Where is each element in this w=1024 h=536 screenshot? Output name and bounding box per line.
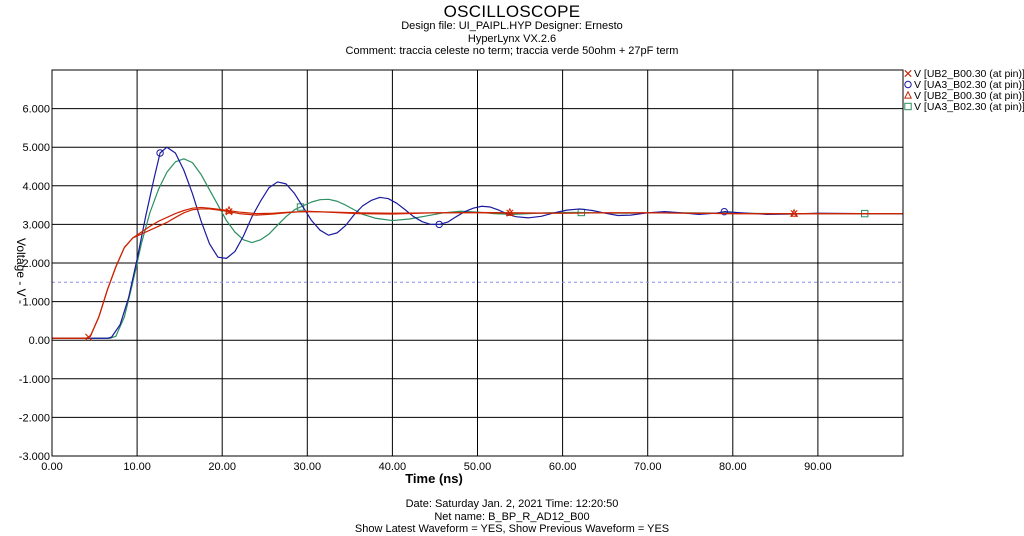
waveform-settings-line: Show Latest Waveform = YES, Show Previou… xyxy=(354,523,670,535)
series-marker-2 xyxy=(720,207,728,216)
series-marker-2 xyxy=(156,149,164,157)
y-tick-label: -1.000 xyxy=(19,374,50,386)
legend-label-3: V [UB2_B00.30 (at pin)] xyxy=(914,90,1024,102)
x-tick-label: 90.00 xyxy=(804,461,832,473)
legend-marker-1 xyxy=(904,69,912,78)
chart-title: OSCILLOSCOPE xyxy=(443,2,581,21)
series-layer xyxy=(52,146,903,341)
x-tick-label: 50.00 xyxy=(464,461,492,473)
series-line-2 xyxy=(52,146,903,339)
x-axis-label: Time (ns) xyxy=(405,471,463,486)
y-tick-label: 6.000 xyxy=(22,104,50,116)
y-tick-label: -3.000 xyxy=(19,451,50,463)
legend-label-1: V [UB2_B00.30 (at pin)] xyxy=(914,68,1024,80)
x-tick-label: 70.00 xyxy=(634,461,662,473)
net-name-line: Net name: B_BP_R_AD12_B00 xyxy=(434,511,590,523)
legend-label-2: V [UA3_B02.30 (at pin)] xyxy=(914,79,1024,91)
y-axis-label: Voltage - V - xyxy=(14,238,28,304)
plot-frame xyxy=(51,69,904,457)
x-tick-label: 40.00 xyxy=(379,461,407,473)
series-marker-2 xyxy=(435,220,443,229)
tool-version-line: HyperLynx VX.2.6 xyxy=(467,33,557,45)
axes: 0.00 10.00 20.00 30.00 40.00 50.00 60.00 70.00 8… xyxy=(19,69,904,473)
design-file-line: Design file: UI_PAIPL.HYP Designer: Erne… xyxy=(401,20,623,32)
series-marker-1 xyxy=(85,333,93,341)
legend-marker-4 xyxy=(904,102,912,111)
x-tick-label: 30.00 xyxy=(294,461,322,473)
date-time-line: Date: Saturday Jan. 2, 2021 Time: 12:20:… xyxy=(405,498,619,510)
legend-label-4: V [UA3_B02.30 (at pin)] xyxy=(914,101,1024,113)
series-line-1 xyxy=(52,208,903,339)
legend: V [UB2_B00.30 (at pin)]V [UA3_B02.30 (at… xyxy=(903,68,1024,113)
y-tick-label: 2.000 xyxy=(22,258,50,270)
legend-marker-2 xyxy=(904,80,912,89)
y-tick-label: 4.000 xyxy=(22,181,50,193)
y-tick-label: 3.000 xyxy=(22,219,50,231)
x-tick-label: 20.00 xyxy=(208,461,236,473)
x-tick-label: 80.00 xyxy=(719,461,747,473)
legend-marker-3 xyxy=(903,90,913,99)
series-marker-1 xyxy=(506,209,514,217)
comment-line: Comment: traccia celeste no term; tracci… xyxy=(345,45,679,57)
y-tick-label: -2.000 xyxy=(19,412,50,424)
series-marker-1 xyxy=(225,208,233,216)
grid xyxy=(52,70,903,457)
x-tick-label: 10.00 xyxy=(123,461,151,473)
y-tick-label: 1.000 xyxy=(22,297,50,309)
y-tick-label: 5.000 xyxy=(22,142,50,154)
x-tick-label: 0.00 xyxy=(41,461,62,473)
series-marker-1 xyxy=(790,210,798,218)
x-tick-label: 60.00 xyxy=(549,461,577,473)
y-tick-label: 0.00 xyxy=(29,335,50,347)
